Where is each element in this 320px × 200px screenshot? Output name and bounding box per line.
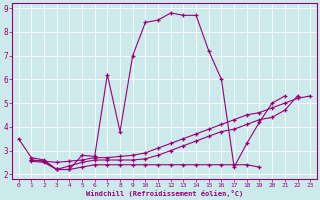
X-axis label: Windchill (Refroidissement éolien,°C): Windchill (Refroidissement éolien,°C): [86, 190, 243, 197]
